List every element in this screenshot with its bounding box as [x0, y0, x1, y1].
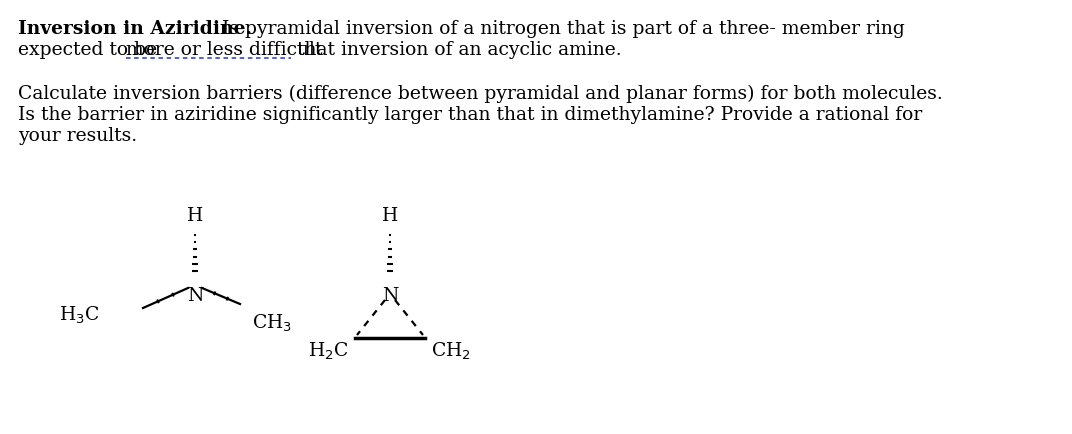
- Text: Calculate inversion barriers (difference between pyramidal and planar forms) for: Calculate inversion barriers (difference…: [18, 85, 942, 103]
- Text: expected to be: expected to be: [18, 41, 163, 59]
- Text: H$_3$C: H$_3$C: [59, 304, 100, 325]
- Text: H: H: [382, 207, 398, 224]
- Text: that inversion of an acyclic amine.: that inversion of an acyclic amine.: [291, 41, 622, 59]
- Text: N: N: [187, 286, 204, 304]
- Text: CH$_3$: CH$_3$: [252, 312, 293, 334]
- Text: N: N: [382, 286, 398, 304]
- Text: Is pyramidal inversion of a nitrogen that is part of a three- member ring: Is pyramidal inversion of a nitrogen tha…: [215, 20, 905, 38]
- Text: H$_2$C: H$_2$C: [309, 340, 349, 362]
- Text: more or less difficult: more or less difficult: [126, 41, 323, 59]
- Text: H: H: [187, 207, 203, 224]
- Text: Is the barrier in aziridine significantly larger than that in dimethylamine? Pro: Is the barrier in aziridine significantl…: [18, 106, 922, 124]
- Text: CH$_2$: CH$_2$: [431, 340, 471, 362]
- Text: your results.: your results.: [18, 127, 137, 145]
- Text: Inversion in Aziridine.: Inversion in Aziridine.: [18, 20, 252, 38]
